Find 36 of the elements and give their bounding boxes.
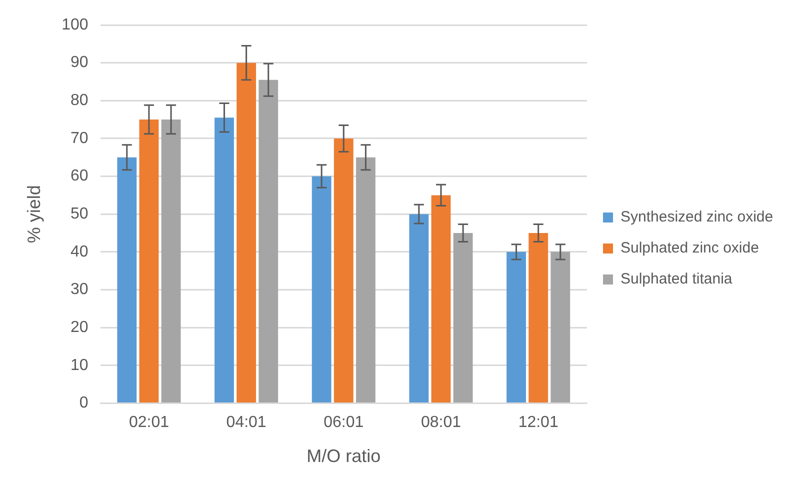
y-axis-title: % yield	[24, 185, 44, 244]
bar	[334, 138, 354, 402]
y-tick-label: 20	[70, 318, 88, 336]
bar	[117, 157, 137, 402]
x-tick-label: 06:01	[324, 414, 364, 432]
bar	[528, 233, 548, 402]
bar	[506, 252, 526, 402]
bar	[431, 195, 451, 402]
bar	[312, 176, 332, 402]
y-tick-label: 60	[70, 168, 88, 185]
bar	[550, 252, 570, 402]
x-tick-label: 08:01	[420, 414, 462, 432]
y-tick-label: 80	[70, 92, 88, 110]
x-tick-label: 12:01	[518, 414, 558, 432]
y-tick-label: 100	[62, 16, 88, 34]
bar	[453, 233, 473, 402]
legend-label: Sulphated zinc oxide	[620, 240, 759, 257]
bar	[161, 120, 181, 402]
bar	[139, 120, 159, 402]
legend-label: Synthesized zinc oxide	[620, 208, 774, 226]
y-tick-label: 0	[79, 394, 88, 412]
bar	[214, 118, 234, 402]
bar	[356, 157, 376, 402]
y-tick-label: 40	[70, 243, 88, 260]
x-axis-title: M/O ratio	[306, 446, 381, 466]
bar	[409, 214, 429, 402]
y-tick-label: 70	[70, 130, 88, 147]
x-tick-label: 04:01	[226, 414, 266, 432]
y-tick-label: 90	[70, 54, 88, 72]
legend-label: Sulphated titania	[620, 270, 733, 288]
x-tick-label: 02:01	[128, 414, 170, 432]
y-tick-label: 50	[70, 206, 88, 223]
y-tick-label: 30	[70, 281, 88, 298]
bar	[258, 80, 278, 402]
bar	[236, 62, 256, 402]
y-tick-label: 10	[70, 356, 88, 374]
